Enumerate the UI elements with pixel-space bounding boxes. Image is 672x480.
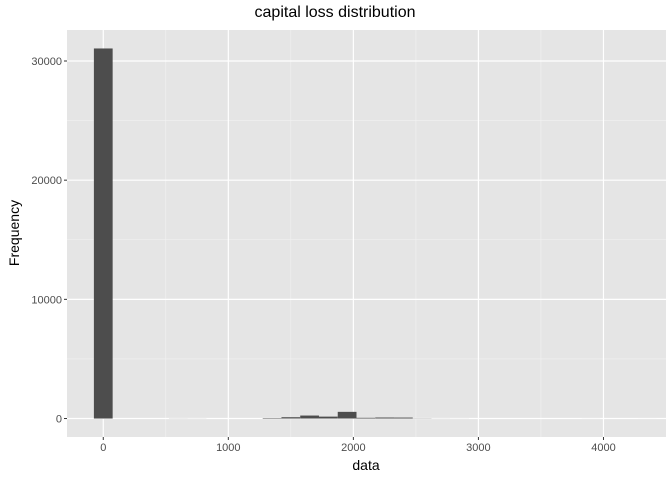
- histogram-bar: [375, 417, 395, 419]
- x-tick-label: 3000: [466, 442, 490, 454]
- y-tick-label: 30000: [31, 56, 62, 68]
- histogram-bar: [394, 417, 413, 419]
- histogram-bar: [93, 48, 113, 419]
- x-tick-label: 0: [100, 442, 106, 454]
- chart-title: capital loss distribution: [255, 4, 416, 21]
- x-tick-label: 1000: [216, 442, 240, 454]
- histogram-bar: [337, 411, 357, 419]
- histogram-bars: [93, 48, 657, 419]
- histogram-bar: [356, 417, 376, 419]
- histogram-bar: [318, 416, 338, 419]
- y-axis-ticks: 0 10000 20000 30000: [31, 56, 67, 426]
- y-tick-label: 10000: [31, 294, 62, 306]
- x-axis-ticks: 0 1000 2000 3000 4000: [100, 437, 616, 454]
- y-tick-label: 0: [56, 414, 62, 426]
- x-axis-title: data: [352, 457, 379, 473]
- histogram-bar: [281, 417, 301, 419]
- y-tick-label: 20000: [31, 175, 62, 187]
- histogram-bar: [300, 415, 319, 419]
- plot-panel: [67, 30, 666, 437]
- x-tick-label: 2000: [341, 442, 365, 454]
- x-tick-label: 4000: [591, 442, 615, 454]
- y-axis-title: Frequency: [6, 200, 22, 266]
